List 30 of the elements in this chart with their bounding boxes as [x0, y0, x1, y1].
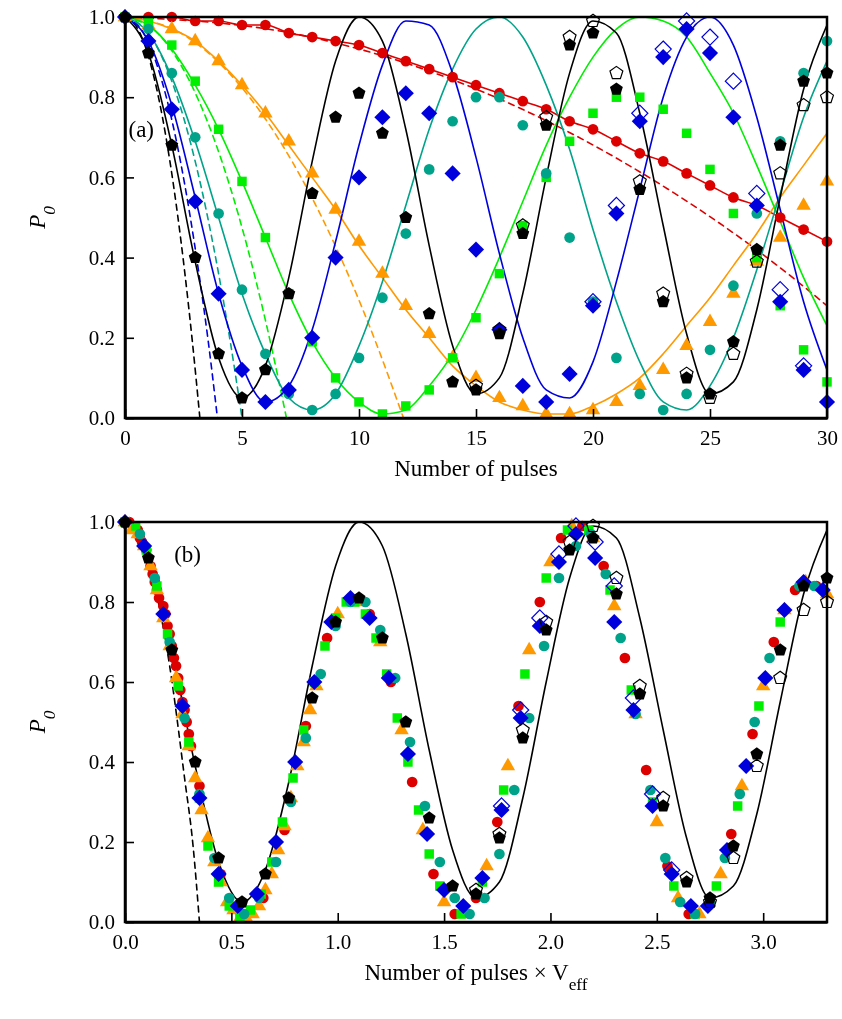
x-tick-label: 0.5: [218, 929, 245, 954]
y-tick-label: 0.4: [88, 245, 116, 270]
x-tick-label: 3.0: [750, 929, 777, 954]
x-tick-label: 1.5: [431, 929, 458, 954]
y-tick-label: 0.0: [88, 910, 115, 935]
x-axis-title: Number of pulses × V$_{eff}$: [364, 960, 588, 994]
x-tick-label: 0: [120, 425, 131, 450]
x-tick-label: 20: [583, 425, 604, 450]
annotation: (b): [174, 542, 201, 567]
y-tick-label: 1.0: [88, 510, 115, 535]
x-tick-label: 5: [237, 425, 248, 450]
x-tick-label: 0.0: [112, 929, 139, 954]
x-tick-label: 30: [817, 425, 838, 450]
x-tick-label: 2.5: [644, 929, 671, 954]
y-tick-label: 0.6: [88, 670, 115, 695]
y-tick-label: 0.8: [88, 85, 115, 110]
x-tick-label: 1.0: [325, 929, 352, 954]
x-tick-label: 10: [349, 425, 370, 450]
y-tick-label: 0.2: [88, 326, 115, 351]
y-tick-label: 0.0: [88, 406, 115, 431]
x-tick-label: 25: [700, 425, 721, 450]
y-tick-label: 0.4: [88, 750, 116, 775]
annotation: (a): [128, 117, 155, 143]
x-tick-label: 2.0: [537, 929, 565, 954]
x-tick-label: 15: [466, 425, 487, 450]
y-tick-label: 1.0: [88, 5, 115, 30]
x-axis-title: Number of pulses: [394, 456, 558, 481]
y-tick-label: 0.6: [88, 165, 115, 190]
y-tick-label: 0.2: [88, 830, 115, 855]
y-tick-label: 0.8: [88, 590, 115, 615]
